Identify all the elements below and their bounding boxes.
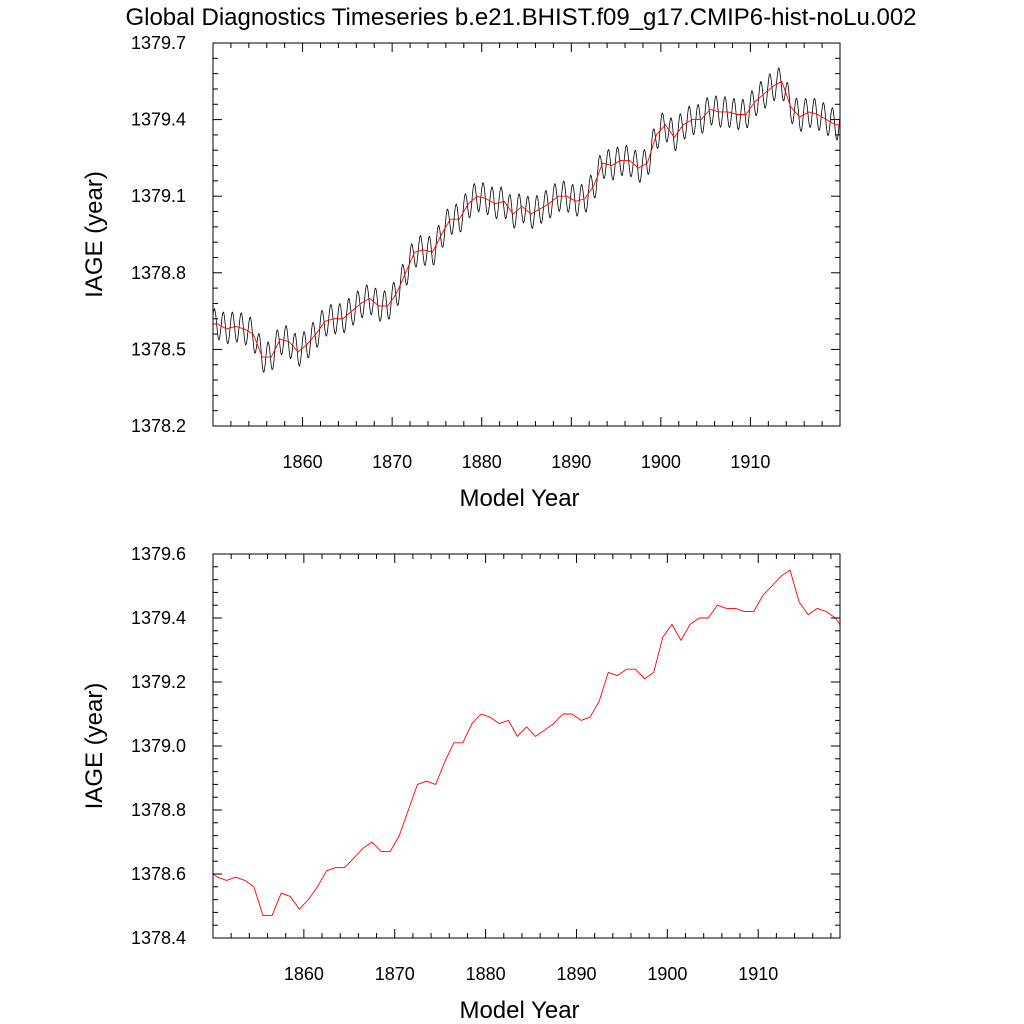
top-x-tick-label: 1860 — [283, 452, 323, 472]
bottom-y-tick-label: 1378.6 — [131, 864, 186, 884]
bottom-x-axis-title: Model Year — [459, 997, 579, 1024]
chart-panel-bottom: 1860 1870 1880 1890 1900 1910 1378.4 1378.6 1378… — [81, 544, 841, 1024]
bottom-x-tick-label: 1880 — [466, 964, 506, 984]
top-x-tick-label: 1890 — [551, 452, 591, 472]
bottom-y-tick-label: 1379.2 — [131, 672, 186, 692]
figure-title: Global Diagnostics Timeseries b.e21.BHIS… — [125, 4, 916, 31]
top-y-tick-label: 1378.2 — [131, 416, 186, 436]
bottom-x-tick-label: 1890 — [556, 964, 596, 984]
bottom-y-axis-title: IAGE (year) — [81, 683, 108, 810]
bottom-y-tick-label: 1378.4 — [131, 928, 186, 948]
top-x-axis-title: Model Year — [459, 485, 579, 512]
bottom-series-line-annual — [213, 569, 840, 917]
bottom-y-tick-label: 1379.4 — [131, 608, 186, 628]
top-x-tick-label: 1900 — [641, 452, 681, 472]
bottom-y-tick-label: 1379.6 — [131, 544, 186, 564]
top-x-tick-label: 1870 — [372, 452, 412, 472]
top-x-tick-label: 1910 — [730, 452, 770, 472]
top-y-tick-label: 1378.5 — [131, 339, 186, 359]
bottom-x-tick-label: 1870 — [375, 964, 415, 984]
top-y-tick-label: 1379.7 — [131, 33, 186, 53]
bottom-x-tick-label: 1860 — [284, 964, 324, 984]
top-y-axis-title: IAGE (year) — [81, 171, 108, 298]
bottom-x-tick-label: 1900 — [647, 964, 687, 984]
bottom-y-tick-label: 1378.8 — [131, 800, 186, 820]
top-series-line-annual — [213, 80, 840, 358]
top-x-tick-label: 1880 — [462, 452, 502, 472]
top-y-tick-label: 1379.4 — [131, 110, 186, 130]
top-series-line-monthly — [213, 67, 840, 373]
top-y-tick-label: 1378.8 — [131, 263, 186, 283]
top-y-tick-label: 1379.1 — [131, 186, 186, 206]
top-plot-frame — [212, 42, 841, 427]
bottom-x-tick-label: 1910 — [738, 964, 778, 984]
bottom-y-tick-label: 1379.0 — [131, 736, 186, 756]
chart-panel-top: 1860 1870 1880 1890 1900 1910 1378.2 1378.5 1378… — [81, 33, 841, 512]
